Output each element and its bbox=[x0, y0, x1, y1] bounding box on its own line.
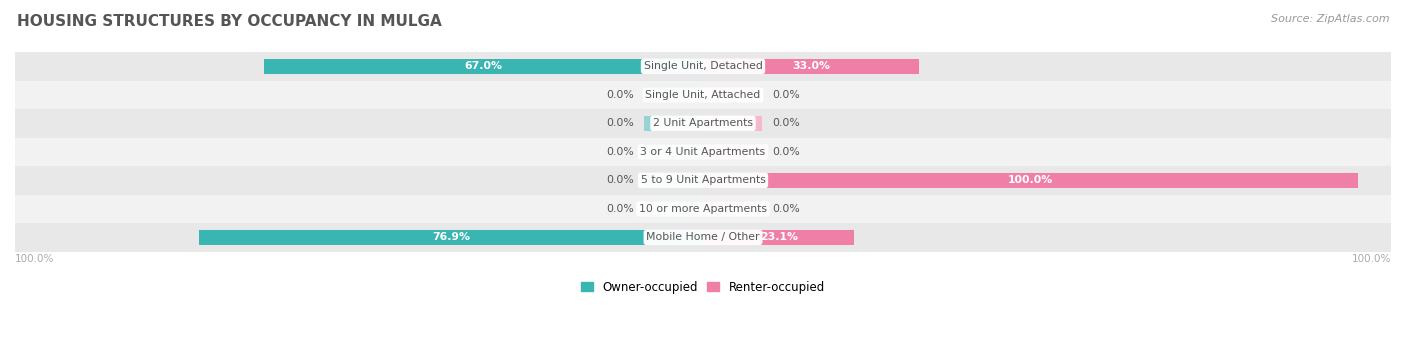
Text: 0.0%: 0.0% bbox=[606, 118, 634, 128]
Text: 0.0%: 0.0% bbox=[772, 147, 800, 157]
Text: 0.0%: 0.0% bbox=[606, 204, 634, 214]
Text: 5 to 9 Unit Apartments: 5 to 9 Unit Apartments bbox=[641, 175, 765, 185]
Text: 0.0%: 0.0% bbox=[772, 90, 800, 100]
Text: 76.9%: 76.9% bbox=[432, 232, 470, 242]
Text: Mobile Home / Other: Mobile Home / Other bbox=[647, 232, 759, 242]
Bar bbox=[644, 116, 703, 131]
Text: 0.0%: 0.0% bbox=[772, 118, 800, 128]
Text: 0.0%: 0.0% bbox=[606, 175, 634, 185]
Bar bbox=[703, 88, 762, 102]
Text: 3 or 4 Unit Apartments: 3 or 4 Unit Apartments bbox=[641, 147, 765, 157]
Bar bbox=[264, 59, 703, 74]
Bar bbox=[703, 173, 1358, 188]
Bar bbox=[200, 230, 703, 245]
Bar bbox=[15, 109, 1391, 137]
Bar bbox=[15, 137, 1391, 166]
Text: 67.0%: 67.0% bbox=[464, 61, 502, 71]
Bar bbox=[703, 230, 762, 245]
Bar bbox=[703, 144, 762, 159]
Bar bbox=[15, 195, 1391, 223]
Text: 10 or more Apartments: 10 or more Apartments bbox=[638, 204, 768, 214]
Bar bbox=[15, 223, 1391, 252]
Text: Source: ZipAtlas.com: Source: ZipAtlas.com bbox=[1271, 14, 1389, 24]
Bar bbox=[703, 201, 762, 216]
Bar bbox=[703, 173, 762, 188]
Bar bbox=[644, 201, 703, 216]
Bar bbox=[15, 81, 1391, 109]
Text: 0.0%: 0.0% bbox=[606, 147, 634, 157]
Bar bbox=[15, 166, 1391, 195]
Bar bbox=[703, 59, 762, 74]
Bar bbox=[703, 230, 855, 245]
Text: 0.0%: 0.0% bbox=[772, 204, 800, 214]
Bar bbox=[703, 116, 762, 131]
Text: 23.1%: 23.1% bbox=[759, 232, 797, 242]
Text: 0.0%: 0.0% bbox=[606, 90, 634, 100]
Bar bbox=[15, 52, 1391, 81]
Text: 2 Unit Apartments: 2 Unit Apartments bbox=[652, 118, 754, 128]
Bar bbox=[703, 59, 920, 74]
Legend: Owner-occupied, Renter-occupied: Owner-occupied, Renter-occupied bbox=[581, 281, 825, 294]
Text: 100.0%: 100.0% bbox=[1351, 254, 1391, 264]
Text: Single Unit, Attached: Single Unit, Attached bbox=[645, 90, 761, 100]
Bar bbox=[644, 173, 703, 188]
Text: 33.0%: 33.0% bbox=[792, 61, 830, 71]
Bar bbox=[644, 88, 703, 102]
Text: Single Unit, Detached: Single Unit, Detached bbox=[644, 61, 762, 71]
Text: 100.0%: 100.0% bbox=[15, 254, 55, 264]
Bar bbox=[644, 230, 703, 245]
Text: 100.0%: 100.0% bbox=[1008, 175, 1053, 185]
Bar bbox=[644, 59, 703, 74]
Text: HOUSING STRUCTURES BY OCCUPANCY IN MULGA: HOUSING STRUCTURES BY OCCUPANCY IN MULGA bbox=[17, 14, 441, 29]
Bar bbox=[644, 144, 703, 159]
